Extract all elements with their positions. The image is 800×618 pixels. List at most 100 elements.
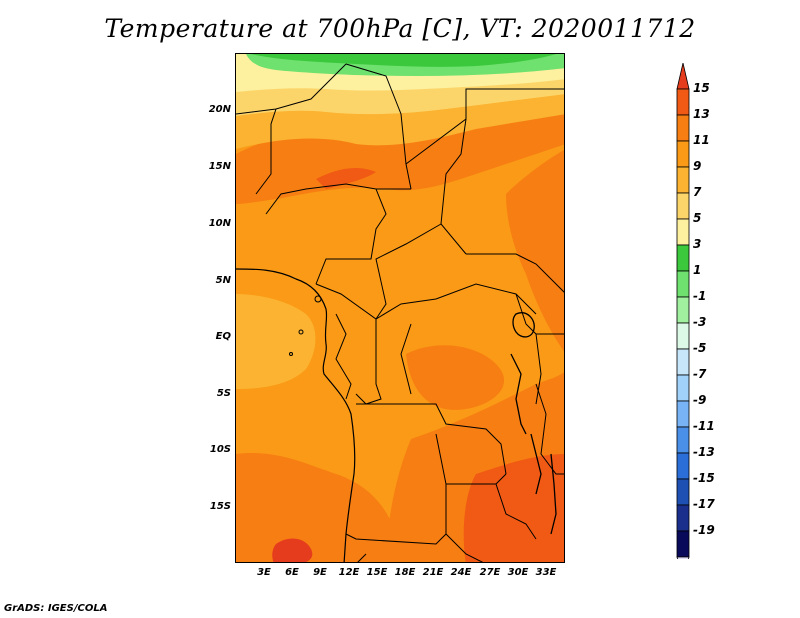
colorbar-bottom-arrow — [676, 556, 690, 559]
colorbar-label: 11 — [693, 133, 710, 147]
colorbar — [676, 63, 690, 559]
colorbar-top-arrow — [676, 63, 690, 90]
colorbar-cell — [676, 192, 690, 220]
map-title: Temperature at 700hPa [C], VT: 202001171… — [104, 14, 696, 43]
colorbar-label: -7 — [693, 367, 707, 381]
islands — [289, 295, 322, 356]
lat-tick: 5N — [215, 275, 231, 286]
lake-shape — [510, 353, 527, 435]
colorbar-cell — [676, 348, 690, 376]
colorbar-cell — [676, 114, 690, 142]
east-dark-orange — [506, 150, 564, 352]
colorbar-cell — [676, 452, 690, 480]
lake-shape — [550, 453, 557, 535]
sw-red-spot — [272, 538, 313, 562]
colorbar-cell — [676, 88, 690, 116]
border-line — [400, 323, 412, 395]
lon-tick: 9E — [313, 567, 327, 578]
colorbar-cell — [676, 504, 690, 532]
lon-tick: 3E — [257, 567, 271, 578]
lon-tick: 15E — [366, 567, 388, 578]
border-line — [440, 118, 467, 255]
colorbar-label: 3 — [693, 237, 702, 251]
grads-credit: GrADS: IGES/COLA — [4, 603, 108, 614]
coast-line — [236, 268, 356, 562]
lake-shape — [530, 433, 542, 495]
colorbar-label: 5 — [693, 211, 702, 225]
colorbar-cell — [676, 140, 690, 168]
lat-tick: 10N — [208, 218, 231, 229]
sw-dark-orange — [236, 453, 406, 562]
border-line — [265, 183, 411, 215]
border-line — [495, 483, 537, 540]
great-lakes — [510, 312, 557, 535]
border-line — [375, 223, 442, 320]
colorbar-cell — [676, 296, 690, 324]
lat-tick: EQ — [215, 331, 231, 342]
border-line — [357, 553, 367, 562]
lake-shape — [512, 312, 535, 338]
colorbar-cell — [676, 322, 690, 350]
border-line — [315, 283, 537, 320]
colorbar-label: 9 — [693, 159, 702, 173]
colorbar-cell — [676, 244, 690, 272]
colorbar-label: -1 — [693, 289, 707, 303]
colorbar-cell — [676, 530, 690, 558]
temperature-map — [236, 54, 564, 562]
border-line — [315, 188, 387, 285]
colorbar-cell — [676, 166, 690, 194]
colorbar-cell — [676, 218, 690, 246]
island — [298, 329, 304, 335]
coastline — [236, 268, 356, 562]
colorbar-cell — [676, 426, 690, 454]
lat-tick: 15S — [209, 501, 231, 512]
lat-tick: 20N — [208, 104, 231, 115]
colorbar-label: -3 — [693, 315, 707, 329]
lat-tick: 10S — [209, 444, 231, 455]
colorbar-cell — [676, 400, 690, 428]
colorbar-label: 15 — [693, 81, 710, 95]
border-line — [445, 533, 484, 562]
border-line — [466, 253, 564, 293]
lon-tick: 21E — [422, 567, 444, 578]
map-plot-area — [235, 53, 565, 563]
border-line — [405, 88, 564, 165]
colorbar-label: -15 — [693, 471, 715, 485]
lon-tick: 30E — [507, 567, 529, 578]
lon-tick: 12E — [338, 567, 360, 578]
lon-tick: 24E — [450, 567, 472, 578]
border-line — [356, 403, 507, 475]
colorbar-label: -17 — [693, 497, 715, 511]
colorbar-cells — [676, 63, 690, 559]
colorbar-label: -13 — [693, 445, 715, 459]
border-line — [535, 383, 564, 475]
island — [314, 295, 322, 303]
border-line — [335, 313, 352, 400]
island — [289, 352, 293, 356]
top-green — [251, 54, 556, 67]
central-dark-band — [406, 345, 505, 410]
lon-tick: 6E — [285, 567, 299, 578]
colorbar-cell — [676, 270, 690, 298]
north-red-streak — [316, 168, 376, 189]
border-line — [355, 319, 382, 405]
colorbar-label: -11 — [693, 419, 715, 433]
colorbar-label: 1 — [693, 263, 702, 277]
colorbar-label: 13 — [693, 107, 710, 121]
lon-tick: 27E — [479, 567, 501, 578]
border-line — [345, 63, 412, 190]
lon-tick: 18E — [394, 567, 416, 578]
lat-tick: 5S — [216, 388, 231, 399]
colorbar-cell — [676, 478, 690, 506]
border-line — [236, 63, 347, 115]
border-line — [345, 433, 447, 545]
colorbar-cell — [676, 374, 690, 402]
gulf-light-orange — [236, 294, 316, 389]
colorbar-label: -9 — [693, 393, 707, 407]
country-borders — [236, 63, 564, 562]
border-line — [255, 108, 277, 195]
colorbar-label: 7 — [693, 185, 702, 199]
lon-tick: 33E — [535, 567, 557, 578]
colorbar-label: -5 — [693, 341, 707, 355]
